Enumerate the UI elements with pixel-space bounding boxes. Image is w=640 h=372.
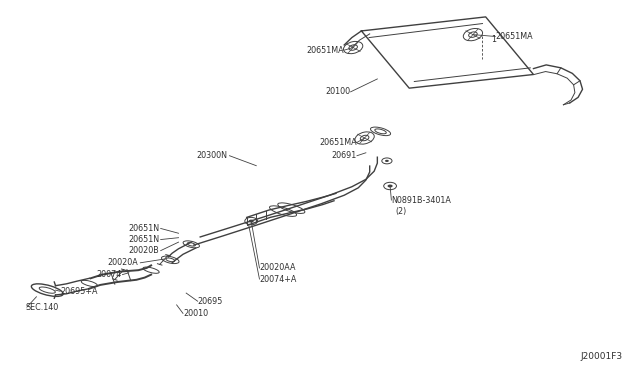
Text: N0891B-3401A: N0891B-3401A — [392, 196, 451, 205]
Text: 20691: 20691 — [332, 151, 357, 160]
Text: 20020B: 20020B — [129, 246, 159, 255]
Text: 20020A: 20020A — [108, 258, 138, 267]
Text: 20695: 20695 — [198, 297, 223, 306]
Circle shape — [248, 219, 253, 222]
Text: 20020AA: 20020AA — [259, 263, 296, 272]
Text: 20074: 20074 — [96, 270, 121, 279]
Text: 20651MA: 20651MA — [307, 46, 344, 55]
Text: 20300N: 20300N — [196, 151, 228, 160]
Text: 20651N: 20651N — [128, 235, 159, 244]
Text: J20001F3: J20001F3 — [580, 352, 623, 361]
Text: 1: 1 — [491, 35, 496, 44]
Text: 20695+A: 20695+A — [60, 287, 97, 296]
Text: 20651MA: 20651MA — [495, 32, 533, 41]
Text: SEC.140: SEC.140 — [26, 302, 59, 312]
Text: 20651N: 20651N — [128, 224, 159, 233]
Text: 20651MA: 20651MA — [319, 138, 357, 147]
Text: 20074+A: 20074+A — [259, 275, 297, 283]
Text: 20010: 20010 — [183, 309, 208, 318]
Circle shape — [385, 160, 389, 162]
Circle shape — [388, 185, 393, 187]
Text: (2): (2) — [395, 206, 406, 216]
Text: 20100: 20100 — [326, 87, 351, 96]
